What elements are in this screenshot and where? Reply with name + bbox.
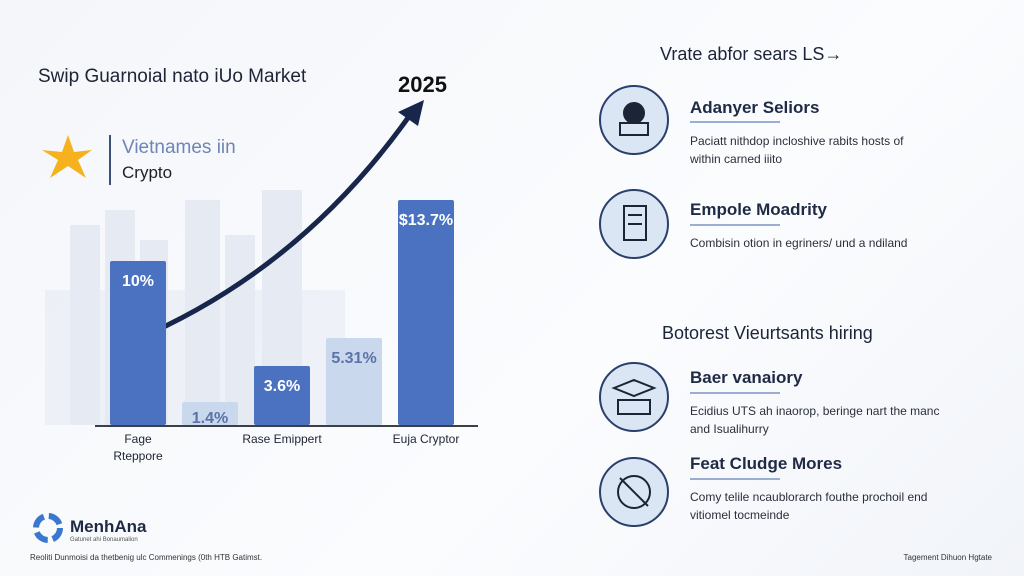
item-title: Feat Cludge Mores [690, 454, 843, 473]
tagline: Gatunet ahi Bonaumalion [70, 537, 138, 543]
footer-right: Tagement Dihuon Hgtate [903, 553, 993, 562]
item-title: Empole Moadrity [690, 200, 827, 219]
bar [254, 365, 310, 425]
value-label: 10% [121, 272, 155, 290]
section-heading: Botorest Vieurtsants hiring [662, 323, 873, 343]
item-desc: Paciatt nithdop incloshive rabits hosts … [690, 134, 904, 148]
brand-logo [33, 513, 63, 543]
category-label: Fage Rteppore [113, 432, 163, 463]
item-desc: Ecidius UTS ah inaorop, beringe nart the… [690, 404, 940, 418]
item-desc: within carned iiito [690, 152, 783, 166]
city-skyline [45, 190, 345, 425]
badge-line2: Crypto [122, 163, 173, 182]
value-label: 3.6% [263, 377, 301, 395]
item-desc: and Isualihurry [690, 422, 769, 436]
icon-glyphs [611, 102, 657, 509]
value-label: $13.7% [398, 212, 454, 229]
bar [326, 337, 382, 425]
value-label: 1.4% [191, 410, 229, 427]
bar [398, 200, 454, 425]
footer-left: Reoliti Dunmoisi da thetbenig ulc Commen… [30, 553, 263, 562]
star-icon [42, 135, 92, 178]
section-heading: Vrate abfor sears LS→ [660, 44, 843, 64]
title: Swip Guarnoial nato iUo Market [38, 66, 307, 87]
item-desc: vitiomel tocmeinde [690, 508, 790, 522]
underlines [690, 121, 780, 480]
category-label: Euja Cryptor [392, 432, 460, 446]
brand: MenhAna [70, 517, 147, 536]
bar [182, 402, 238, 425]
item-title: Adanyer Seliors [690, 98, 820, 117]
item-desc: Combisin otion in egriners/ und a ndilan… [690, 236, 908, 250]
arrow-head [398, 100, 424, 126]
value-label: 5.31% [331, 349, 377, 367]
badge-line1: Vietnames iin [122, 137, 236, 158]
annotation: 2025 [398, 72, 447, 97]
item-desc: Comy telile ncaublorarch fouthe prochoil… [690, 490, 928, 504]
item-title: Baer vanaiory [690, 368, 803, 387]
bar [110, 260, 166, 425]
category-label: Rase Emippert [242, 432, 322, 446]
growth-arrow [134, 113, 413, 343]
